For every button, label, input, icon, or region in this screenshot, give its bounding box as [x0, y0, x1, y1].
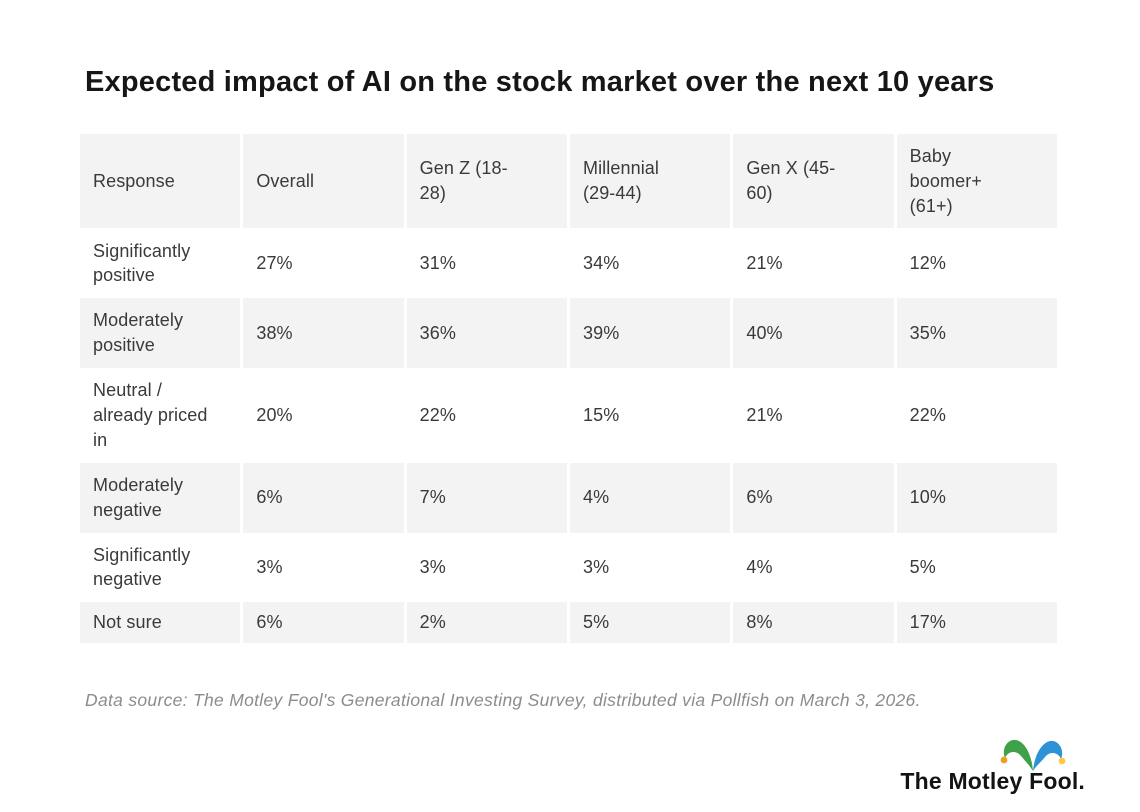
value-cell: 35% [896, 298, 1057, 369]
page-title: Expected impact of AI on the stock marke… [85, 66, 995, 99]
value-cell: 4% [746, 557, 773, 578]
value-cell: 6% [243, 462, 404, 533]
value-cell: 38% [243, 298, 404, 369]
value-cell: 3% [256, 557, 283, 578]
table-row: Significantly negative 3% 3% 3% 4% 5% [80, 533, 1057, 603]
value-cell: 6% [733, 462, 894, 533]
value-cell: 36% [406, 298, 567, 369]
table-row: Neutral / already priced in 20% 22% 15% 21% 2… [80, 368, 1057, 462]
value-cell: 40% [733, 298, 894, 369]
value-cell: 27% [256, 253, 293, 274]
row-label: Not sure [80, 602, 241, 644]
table-row: Not sure 6% 2% 5% 8% 17% [80, 602, 1057, 644]
column-header: Response [80, 134, 241, 229]
value-cell: 22% [419, 404, 456, 425]
value-cell: 7% [406, 462, 567, 533]
table-row: Significantly positive 27% 31% 34% 21% 12% [80, 228, 1057, 298]
column-header: Millennial (29-44) [569, 134, 731, 229]
table-body: Significantly positive 27% 31% 34% 21% 12% Mod… [80, 228, 1057, 644]
jester-hat-icon [1000, 739, 1066, 771]
value-cell: 2% [406, 602, 567, 644]
value-cell: 15% [582, 404, 620, 425]
value-cell: 21% [746, 404, 783, 425]
value-cell: 10% [896, 462, 1057, 533]
row-label: Neutral / already priced in [93, 380, 208, 450]
data-table: Response Overall Gen Z (18-28) Millennial (… [80, 134, 1057, 644]
data-source-note: Data source: The Motley Fool's Generatio… [85, 690, 921, 710]
left-bell [1000, 756, 1008, 764]
value-cell: 34% [582, 253, 620, 274]
value-cell: 8% [733, 602, 894, 644]
value-cell: 5% [569, 602, 731, 644]
value-cell: 12% [909, 253, 946, 274]
value-cell: 22% [909, 404, 946, 425]
row-label: Moderately negative [80, 462, 241, 533]
row-label: Significantly negative [93, 544, 191, 590]
column-header: Baby boomer+ (61+) [896, 134, 1057, 229]
value-cell: 3% [582, 557, 610, 578]
table-header-row: Response Overall Gen Z (18-28) Millennial (… [80, 134, 1057, 229]
row-label: Significantly positive [93, 240, 191, 286]
right-bell [1058, 757, 1066, 765]
value-cell: 17% [896, 602, 1057, 644]
table-row: Moderately negative 6% 7% 4% 6% 10% [80, 462, 1057, 533]
table-row: Moderately positive 38% 36% 39% 40% 35% [80, 298, 1057, 369]
value-cell: 31% [419, 253, 456, 274]
value-cell: 20% [256, 404, 293, 425]
value-cell: 21% [746, 253, 783, 274]
column-header: Overall [243, 134, 404, 229]
motley-fool-logo: The Motley Fool. [900, 739, 1085, 795]
logo-text: The Motley Fool. [900, 768, 1085, 794]
column-header: Gen Z (18-28) [406, 134, 567, 229]
row-label: Moderately positive [80, 298, 241, 369]
column-header: Gen X (45-60) [733, 134, 894, 229]
value-cell: 6% [243, 602, 404, 644]
value-cell: 4% [569, 462, 731, 533]
value-cell: 3% [419, 557, 446, 578]
value-cell: 5% [909, 557, 936, 578]
value-cell: 39% [569, 298, 731, 369]
